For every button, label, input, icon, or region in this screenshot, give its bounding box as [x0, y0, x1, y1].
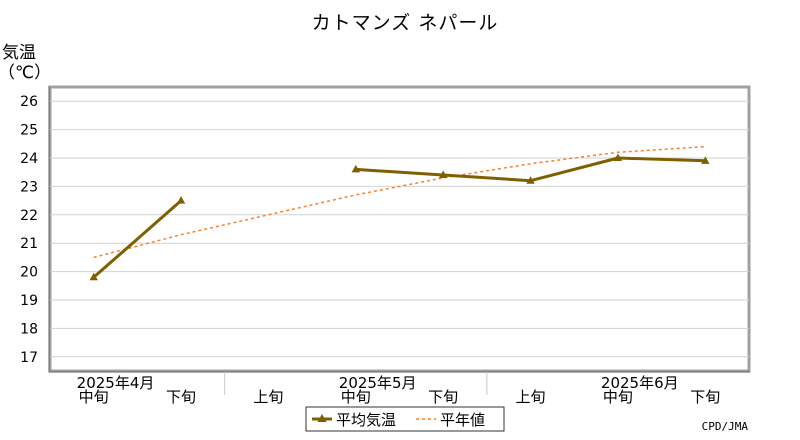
data-point	[438, 170, 448, 179]
y-axis-unit: （℃）	[0, 63, 51, 83]
y-tick-label: 24	[20, 151, 38, 167]
plot-area	[48, 85, 751, 373]
x-axis-categories: 中旬 下旬 上旬 中旬 下旬 上旬 中旬 下旬	[79, 388, 721, 406]
legend: 平均気温 平年値	[305, 406, 505, 432]
y-tick-label: 22	[20, 208, 38, 224]
y-axis-ticks: 17 18 19 20 21 22 23 24 25 26	[20, 94, 38, 366]
x-month-label: 2025年6月	[601, 374, 679, 392]
legend-marker-mean	[317, 414, 327, 422]
data-point	[89, 272, 98, 281]
legend-box	[305, 406, 505, 432]
y-tick-label: 19	[20, 293, 38, 309]
data-point	[613, 153, 623, 161]
x-axis-months: 2025年4月 2025年5月 2025年6月	[77, 372, 679, 395]
series-line	[93, 145, 706, 259]
y-tick-label: 26	[20, 94, 38, 110]
x-month-label: 2025年5月	[339, 374, 417, 392]
y-tick-label: 23	[20, 179, 38, 195]
x-category-label: 中旬	[341, 388, 371, 406]
data-point	[526, 176, 535, 184]
y-tick-label: 25	[20, 123, 38, 139]
x-month-label: 2025年4月	[77, 374, 155, 392]
x-category-label: 下旬	[690, 388, 720, 406]
series-mean	[89, 153, 710, 281]
y-tick-label: 17	[20, 350, 38, 366]
x-category-label: 下旬	[166, 388, 196, 406]
y-tick-label: 18	[20, 321, 38, 337]
legend-label-normal: 平年値	[440, 411, 485, 429]
plot-frame	[48, 85, 751, 373]
series-line	[92, 199, 183, 279]
series-layer	[89, 145, 710, 281]
x-category-label: 上旬	[516, 388, 546, 406]
x-category-label: 中旬	[79, 388, 109, 406]
x-category-label: 上旬	[253, 388, 283, 406]
data-point	[351, 164, 361, 173]
legend-label-mean: 平均気温	[336, 411, 396, 429]
chart-title: カトマンズ ネパール	[312, 12, 499, 34]
y-tick-label: 20	[20, 265, 38, 281]
x-category-label: 下旬	[428, 388, 458, 406]
credit-label: CPD/JMA	[702, 420, 749, 433]
data-point	[176, 196, 186, 204]
y-axis-label: 気温	[2, 43, 36, 63]
y-tick-label: 21	[20, 236, 38, 252]
x-category-label: 中旬	[603, 388, 633, 406]
data-point	[701, 156, 710, 164]
series-normal	[93, 145, 706, 259]
